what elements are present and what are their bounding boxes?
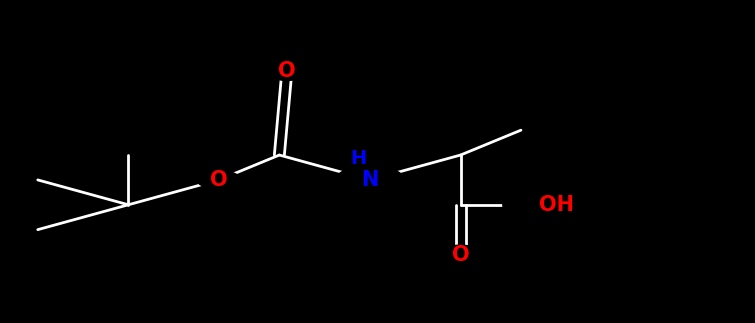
Circle shape bbox=[265, 62, 309, 80]
Text: N: N bbox=[361, 170, 379, 190]
Text: O: O bbox=[278, 61, 296, 81]
Circle shape bbox=[197, 171, 241, 189]
Text: O: O bbox=[210, 170, 228, 190]
Text: H: H bbox=[350, 149, 367, 168]
Circle shape bbox=[336, 165, 404, 194]
Text: OH: OH bbox=[539, 195, 574, 215]
Text: O: O bbox=[451, 245, 470, 265]
Circle shape bbox=[439, 245, 482, 264]
Circle shape bbox=[503, 189, 575, 220]
